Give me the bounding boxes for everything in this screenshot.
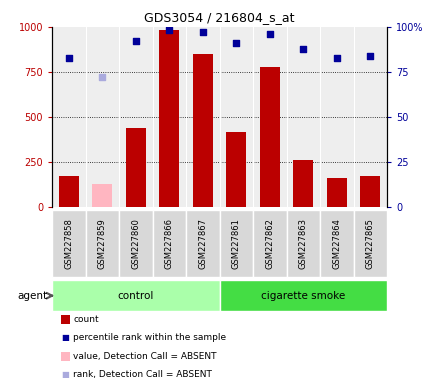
Text: GSM227864: GSM227864 <box>332 218 341 269</box>
Text: ■: ■ <box>62 333 69 343</box>
Point <box>299 45 306 51</box>
Text: GSM227859: GSM227859 <box>98 218 107 269</box>
Text: GSM227867: GSM227867 <box>198 218 207 269</box>
Point <box>132 38 139 45</box>
Bar <box>59 176 79 207</box>
Bar <box>219 280 386 311</box>
Bar <box>226 132 246 207</box>
Text: GSM227861: GSM227861 <box>231 218 240 269</box>
Text: GSM227865: GSM227865 <box>365 218 374 269</box>
Text: GSM227862: GSM227862 <box>265 218 274 269</box>
Bar <box>92 184 112 207</box>
Bar <box>52 280 219 311</box>
Text: cigarette smoke: cigarette smoke <box>261 291 345 301</box>
Point <box>233 40 240 46</box>
Text: ■: ■ <box>62 370 69 379</box>
Text: value, Detection Call = ABSENT: value, Detection Call = ABSENT <box>73 352 216 361</box>
Text: rank, Detection Call = ABSENT: rank, Detection Call = ABSENT <box>73 370 211 379</box>
Point <box>333 55 340 61</box>
Bar <box>186 210 219 277</box>
Bar <box>259 68 279 207</box>
Bar <box>293 159 313 207</box>
Text: GSM227858: GSM227858 <box>64 218 73 269</box>
Bar <box>286 210 319 277</box>
Bar <box>125 128 146 207</box>
Bar <box>359 176 380 207</box>
Bar <box>192 54 213 207</box>
Point <box>266 31 273 37</box>
Bar <box>119 210 152 277</box>
Text: agent: agent <box>18 291 48 301</box>
Bar <box>159 30 179 207</box>
Title: GDS3054 / 216804_s_at: GDS3054 / 216804_s_at <box>144 11 294 24</box>
Point <box>99 74 106 81</box>
Text: GSM227866: GSM227866 <box>164 218 174 269</box>
Point <box>366 53 373 59</box>
Bar <box>219 210 253 277</box>
Text: control: control <box>118 291 154 301</box>
Text: percentile rank within the sample: percentile rank within the sample <box>73 333 226 343</box>
Bar <box>319 210 353 277</box>
Text: GSM227863: GSM227863 <box>298 218 307 269</box>
Bar <box>52 210 85 277</box>
Bar <box>253 210 286 277</box>
Text: GSM227860: GSM227860 <box>131 218 140 269</box>
Bar <box>85 210 119 277</box>
Bar <box>353 210 386 277</box>
Bar <box>152 210 186 277</box>
Point <box>199 29 206 35</box>
Text: count: count <box>73 315 99 324</box>
Point <box>166 27 173 33</box>
Point <box>65 55 72 61</box>
Bar <box>326 177 346 207</box>
